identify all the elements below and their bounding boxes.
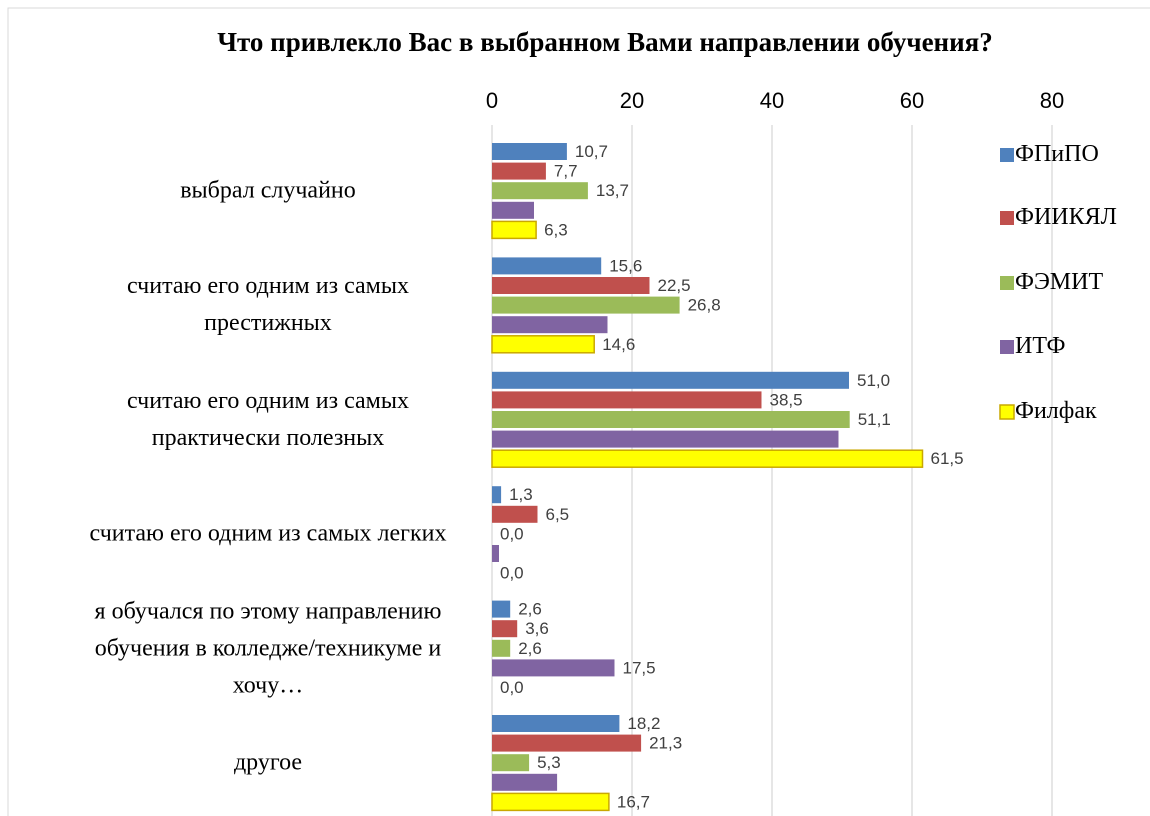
- data-label: 10,7: [575, 142, 608, 161]
- bar: [492, 600, 511, 618]
- bar: [492, 201, 534, 219]
- legend-label: ФПиПО: [1015, 141, 1099, 167]
- data-label: 0,0: [500, 678, 524, 697]
- data-label: 7,7: [554, 162, 578, 181]
- x-tick-label: 60: [900, 88, 924, 113]
- bar: [492, 296, 680, 314]
- bar: [492, 162, 546, 180]
- bar: [492, 182, 588, 200]
- bar: [492, 715, 620, 732]
- bar: [492, 430, 839, 448]
- data-label: 3,6: [525, 619, 549, 638]
- legend-label: ИТФ: [1015, 333, 1066, 359]
- chart-border: [7, 7, 1150, 816]
- data-label: 38,5: [770, 390, 803, 409]
- legend-swatch: [1000, 148, 1014, 162]
- bar: [492, 143, 567, 160]
- bar: [492, 734, 642, 752]
- chart-title: Что привлекло Вас в выбранном Вами напра…: [217, 27, 993, 57]
- legend-label: Филфак: [1015, 398, 1097, 424]
- bar: [492, 754, 530, 772]
- bar: [492, 773, 558, 791]
- data-label: 0,0: [500, 564, 524, 583]
- category-label: другое: [233, 749, 303, 776]
- bar: [492, 391, 762, 409]
- category-label: считаю его одним из самых легких: [89, 520, 447, 547]
- data-label: 21,3: [649, 734, 682, 753]
- bar: [492, 371, 849, 389]
- data-label: 18,2: [627, 714, 660, 733]
- data-label: 15,6: [609, 256, 642, 275]
- bar: [491, 335, 595, 354]
- category-label: я обучался по этому направлению обучения…: [94, 598, 442, 699]
- data-label: 51,0: [857, 371, 890, 390]
- x-tick-label: 40: [760, 88, 784, 113]
- x-tick-label: 0: [486, 88, 498, 113]
- bar: [492, 486, 502, 504]
- x-tick-label: 20: [620, 88, 644, 113]
- bar: [492, 659, 615, 677]
- bar: [492, 316, 608, 334]
- bar: [492, 545, 499, 562]
- bar: [491, 792, 610, 812]
- data-label: 61,5: [931, 449, 964, 468]
- x-tick-label: 80: [1040, 88, 1064, 113]
- data-label: 51,1: [858, 410, 891, 429]
- category-label: считаю его одним из самых престижных: [127, 273, 409, 337]
- bar: [492, 620, 518, 638]
- data-label: 16,7: [617, 792, 650, 811]
- data-label: 5,3: [537, 753, 561, 772]
- bar: [492, 505, 538, 523]
- data-label: 13,7: [596, 181, 629, 200]
- category-label: считаю его одним из самых практически по…: [127, 387, 409, 451]
- bar: [492, 277, 650, 294]
- data-label: 22,5: [658, 276, 691, 295]
- legend-swatch: [1000, 340, 1014, 354]
- data-label: 14,6: [602, 335, 635, 354]
- data-label: 0,0: [500, 524, 524, 543]
- data-label: 26,8: [688, 296, 721, 315]
- legend-label: ФИИКЯЛ: [1015, 204, 1117, 230]
- legend-swatch: [1000, 211, 1014, 225]
- data-label: 17,5: [623, 658, 656, 677]
- data-label: 6,5: [546, 505, 570, 524]
- bar: [492, 639, 511, 657]
- data-label: 6,3: [544, 220, 568, 239]
- bar: [492, 257, 602, 275]
- data-label: 2,6: [518, 639, 542, 658]
- bar: [491, 449, 924, 468]
- data-label: 1,3: [509, 485, 533, 504]
- bar: [492, 411, 850, 428]
- legend-swatch: [1000, 276, 1014, 290]
- legend-label: ФЭМИТ: [1015, 269, 1104, 295]
- legend-swatch: [999, 404, 1015, 420]
- data-label: 2,6: [518, 600, 542, 619]
- bar: [491, 220, 537, 240]
- category-label: выбрал случайно: [180, 177, 356, 204]
